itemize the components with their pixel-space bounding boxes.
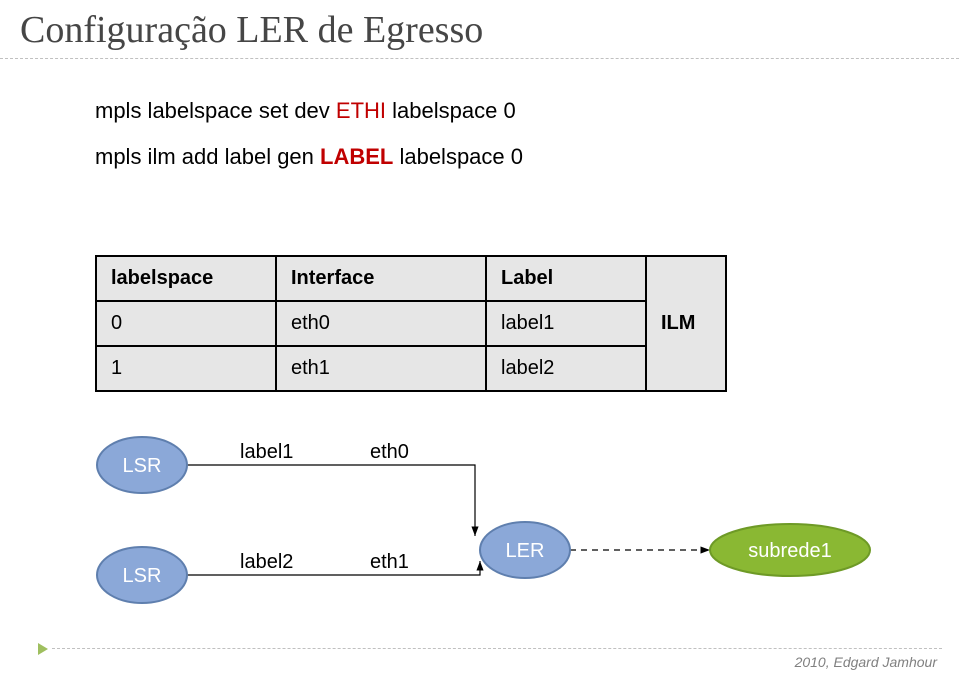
edge-label: label2 xyxy=(240,551,293,573)
cell-if-1: eth1 xyxy=(276,346,486,391)
cell-if-0: eth0 xyxy=(276,301,486,346)
code-text: mpls labelspace set dev xyxy=(95,98,336,123)
node-label-sub: subrede1 xyxy=(748,540,831,562)
ilm-table: labelspace Interface Label ILM 0 eth0 la… xyxy=(95,255,727,392)
code-text: labelspace 0 xyxy=(393,144,523,169)
code-line-2: mpls ilm add label gen LABEL labelspace … xyxy=(95,141,523,173)
table-row: 1 eth1 label2 xyxy=(96,346,726,391)
table-row: 0 eth0 label1 xyxy=(96,301,726,346)
network-diagram: label1 eth0 label2 eth1 LSR LSR LER subrede1 xyxy=(0,430,959,640)
code-text: labelspace 0 xyxy=(386,98,516,123)
code-text: mpls ilm add label gen xyxy=(95,144,320,169)
cell-lbl-0: label1 xyxy=(486,301,646,346)
footer-text: 2010, Edgard Jamhour xyxy=(795,654,937,670)
cell-lbl-1: label2 xyxy=(486,346,646,391)
code-keyword-label: LABEL xyxy=(320,144,393,169)
th-label: Label xyxy=(486,256,646,301)
code-gap xyxy=(95,127,523,141)
edge-label: eth0 xyxy=(370,441,409,463)
node-label-lsr1: LSR xyxy=(123,455,162,477)
edge-label: eth1 xyxy=(370,551,409,573)
code-keyword-ethi: ETHI xyxy=(336,98,386,123)
cell-ls-1: 1 xyxy=(96,346,276,391)
page-title: Configuração LER de Egresso xyxy=(20,8,483,52)
th-labelspace: labelspace xyxy=(96,256,276,301)
th-interface: Interface xyxy=(276,256,486,301)
cell-ls-0: 0 xyxy=(96,301,276,346)
footer-arrow-icon xyxy=(38,643,48,655)
th-ilm: ILM xyxy=(646,256,726,391)
footer-divider xyxy=(52,648,942,649)
table-header-row: labelspace Interface Label ILM xyxy=(96,256,726,301)
code-block: mpls labelspace set dev ETHI labelspace … xyxy=(95,95,523,173)
edge xyxy=(187,561,480,575)
node-label-lsr2: LSR xyxy=(123,565,162,587)
node-label-ler: LER xyxy=(506,540,545,562)
edge-label: label1 xyxy=(240,441,293,463)
edge xyxy=(187,465,475,536)
code-line-1: mpls labelspace set dev ETHI labelspace … xyxy=(95,95,523,127)
title-underline xyxy=(0,58,959,59)
